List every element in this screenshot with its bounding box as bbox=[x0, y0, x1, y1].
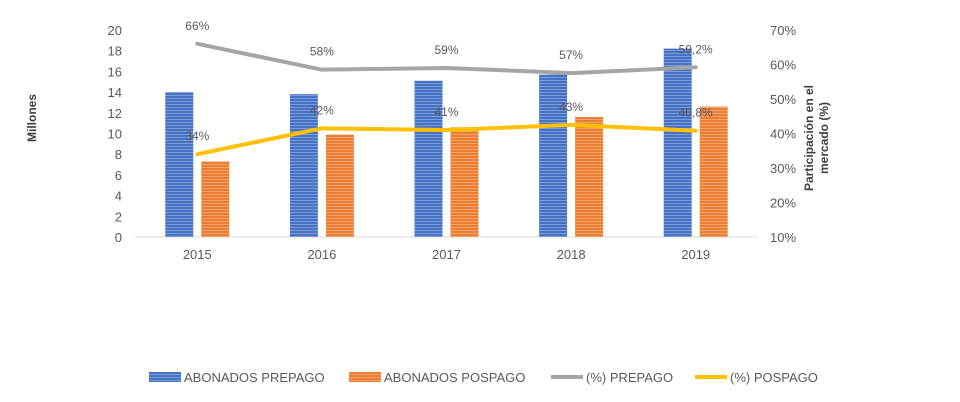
legend-label: (%) POSPAGO bbox=[730, 370, 818, 385]
legend-label: ABONADOS POSPAGO bbox=[384, 370, 525, 385]
bar-pospago bbox=[325, 134, 354, 237]
y-tick-label: 8 bbox=[115, 147, 122, 162]
y-tick-label: 12 bbox=[108, 106, 122, 121]
bar-prepago bbox=[414, 80, 443, 237]
x-tick-label: 2018 bbox=[557, 247, 586, 262]
legend: ABONADOS PREPAGO ABONADOS POSPAGO (%) PREP… bbox=[149, 370, 818, 385]
bar-pospago bbox=[575, 116, 604, 237]
legend-label: ABONADOS PREPAGO bbox=[184, 370, 325, 385]
bar-pospago bbox=[450, 127, 479, 237]
y-tick-label: 18 bbox=[108, 44, 122, 59]
line-prepago bbox=[195, 41, 698, 76]
right-axis-title-group: Participación en el mercado (%) bbox=[802, 85, 831, 191]
legend-swatch bbox=[149, 372, 181, 382]
data-label-prepago: 59% bbox=[434, 43, 458, 57]
y-tick-label: 16 bbox=[108, 64, 122, 79]
left-axis-title-group: Millones bbox=[25, 94, 39, 142]
line-pospago bbox=[195, 122, 698, 157]
y2-tick-label: 70% bbox=[770, 23, 796, 38]
data-label-prepago: 59,2% bbox=[679, 42, 713, 56]
x-tick-label: 2019 bbox=[681, 247, 710, 262]
bar-pospago bbox=[699, 106, 728, 237]
right-axis-title-line2: mercado (%) bbox=[817, 102, 831, 174]
y-tick-label: 10 bbox=[108, 127, 122, 142]
data-label-pospago: 40,8% bbox=[679, 106, 713, 120]
bar-prepago bbox=[663, 48, 692, 237]
bar-prepago bbox=[289, 94, 318, 237]
y2-tick-label: 40% bbox=[770, 127, 796, 142]
left-axis-title: Millones bbox=[25, 94, 39, 142]
y2-tick-label: 60% bbox=[770, 58, 796, 73]
data-label-prepago: 57% bbox=[559, 48, 583, 62]
right-axis-title-line1: Participación en el bbox=[802, 85, 816, 191]
x-tick-label: 2017 bbox=[432, 247, 461, 262]
y-tick-label: 0 bbox=[115, 230, 122, 245]
y-tick-label: 14 bbox=[108, 85, 122, 100]
y-tick-label: 4 bbox=[115, 189, 122, 204]
bar-prepago bbox=[539, 74, 568, 237]
data-label-pospago: 42% bbox=[310, 103, 334, 117]
bar-pospago bbox=[201, 161, 230, 237]
data-label-pospago: 43% bbox=[559, 100, 583, 114]
data-label-prepago: 66% bbox=[185, 19, 209, 33]
y-tick-label: 20 bbox=[108, 23, 122, 38]
data-label-pospago: 41% bbox=[434, 105, 458, 119]
plot-area: 0 2 4 6 8 10 12 14 16 18 20 10% 20% 30% 40% 50% 60% 70% 20… bbox=[108, 19, 797, 262]
x-tick-label: 2015 bbox=[183, 247, 212, 262]
y2-tick-label: 30% bbox=[770, 161, 796, 176]
y2-tick-label: 10% bbox=[770, 230, 796, 245]
y2-tick-label: 20% bbox=[770, 196, 796, 211]
data-label-prepago: 58% bbox=[310, 45, 334, 59]
data-label-pospago: 34% bbox=[185, 129, 209, 143]
bar-prepago bbox=[165, 92, 194, 237]
x-tick-label: 2016 bbox=[307, 247, 336, 262]
legend-label: (%) PREPAGO bbox=[586, 370, 673, 385]
legend-swatch bbox=[349, 372, 381, 382]
y-tick-label: 6 bbox=[115, 168, 122, 183]
y2-tick-label: 50% bbox=[770, 92, 796, 107]
y-tick-label: 2 bbox=[115, 209, 122, 224]
